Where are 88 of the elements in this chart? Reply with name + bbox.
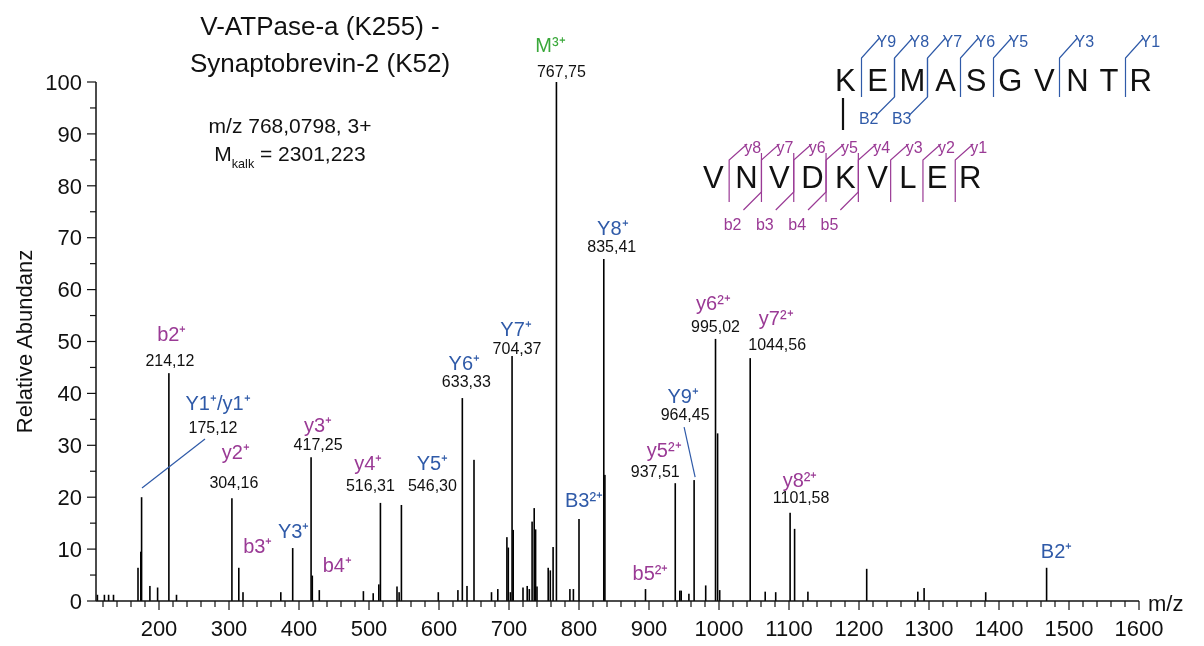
y-tick-label: 100 [45,69,82,95]
annotation: y6²⁺ [696,291,731,314]
annotation: b4⁺ [322,554,352,577]
annotation: y8 [744,139,762,156]
y-tick-label: 30 [57,433,82,458]
annotation: Y8⁺ [597,216,629,239]
y-axis-title: Relative Abundanz [12,249,37,434]
annotation: V N V D K V L E R [703,160,982,195]
annotation: Y9⁺ [667,385,699,408]
annotation: 767,75 [536,63,586,80]
y-tick-label: 90 [57,121,82,147]
annotation: K E M A S G V N T R [835,63,1152,98]
annotation: b5 [820,216,839,233]
y-tick-label: 50 [57,329,82,355]
annotation: y5 [841,139,859,156]
annotation: b4 [788,216,807,233]
annotation: Y3⁺ [277,520,310,543]
annotation: B2⁺ [1040,539,1073,562]
text: m/z 768,0798, 3+ M$_{kalk}$ = 2301,223 [208,114,372,171]
y-tick-label: 10 [57,536,82,562]
x-tick-label: 900 [630,616,668,641]
annotation: y4⁺ [354,451,383,474]
annotation: 1044,56 [748,336,807,354]
y-tick-label: 60 [57,277,82,303]
annotation: B3 [891,110,912,127]
text: Y8 [909,33,930,50]
y-tick-label: 0 [69,588,82,614]
y-tick-label: 40 [57,381,82,407]
annotation: b2 [723,216,742,233]
annotation: 995,02 [691,317,741,335]
annotation: y2 [937,139,955,156]
x-tick-label: 700 [490,616,528,641]
annotation: 304,16 [209,474,259,492]
annotation: y7²⁺ [758,307,794,330]
text: Y6 [975,33,996,50]
x-tick-label: 500 [350,616,388,641]
annotation: b3⁺ [243,534,273,557]
annotation: y3⁺ [304,414,333,437]
annotation: B3²⁺ [564,489,604,511]
x-tick-label: 1200 [834,616,884,641]
annotation: 546,30 [407,476,457,494]
x-tick-label: 1400 [974,616,1024,641]
annotation: y6 [808,139,826,156]
text: Y3 [1074,33,1095,50]
annotation: 214,12 [145,352,195,370]
x-tick-label: 600 [420,616,458,641]
annotation: b3 [755,216,774,233]
y-tick-label: 20 [57,484,82,510]
chart-title: V-ATPase-a (K255) - Synaptobrevin-2 (K52) [189,11,451,78]
annotation: 417,25 [293,436,343,454]
x-tick-label: 800 [560,616,598,641]
x-tick-label: 1600 [1114,616,1164,641]
x-tick-label: 1100 [765,616,813,641]
annotation: 516,31 [345,476,395,494]
x-tick-label: 1000 [694,616,744,641]
y-tick-label: 70 [57,225,82,251]
annotation: Y7⁺ [500,318,532,341]
text: Y7 [942,33,963,50]
annotation: y2⁺ [221,441,250,464]
annotation: y8²⁺ [782,468,818,491]
x-axis-title: m/z [1148,591,1184,616]
x-tick-label: 400 [280,616,318,641]
x-tick-label: 300 [210,616,248,641]
annotation: 633,33 [441,373,491,391]
annotation: y1 [970,139,988,156]
text: Y5 [1008,33,1029,50]
x-tick-label: 1500 [1044,616,1094,641]
annotation: b5²⁺ [632,562,669,585]
annotation: 937,51 [630,463,680,481]
text: Y1 [1140,33,1161,50]
annotation: Y6⁺ [448,352,481,375]
annotation: y5²⁺ [646,439,682,462]
annotation: y7 [776,139,794,156]
annotation: 704,37 [492,340,542,358]
annotation: 964,45 [660,406,710,424]
y-tick-label: 80 [57,173,82,199]
x-tick-label: 1300 [904,616,954,641]
annotation: 835,41 [587,237,637,255]
annotation: M³⁺ [535,34,566,56]
annotation: B2 [858,110,879,127]
x-tick-label: 200 [140,616,178,641]
annotation: Y5⁺ [416,451,449,474]
annotation: 175,12 [188,419,238,436]
annotation: y3 [905,139,923,156]
annotation: y4 [873,139,891,156]
annotation: b2⁺ [157,323,187,346]
annotation: Y1⁺/y1⁺ [185,392,251,414]
text: Y9 [876,33,897,50]
